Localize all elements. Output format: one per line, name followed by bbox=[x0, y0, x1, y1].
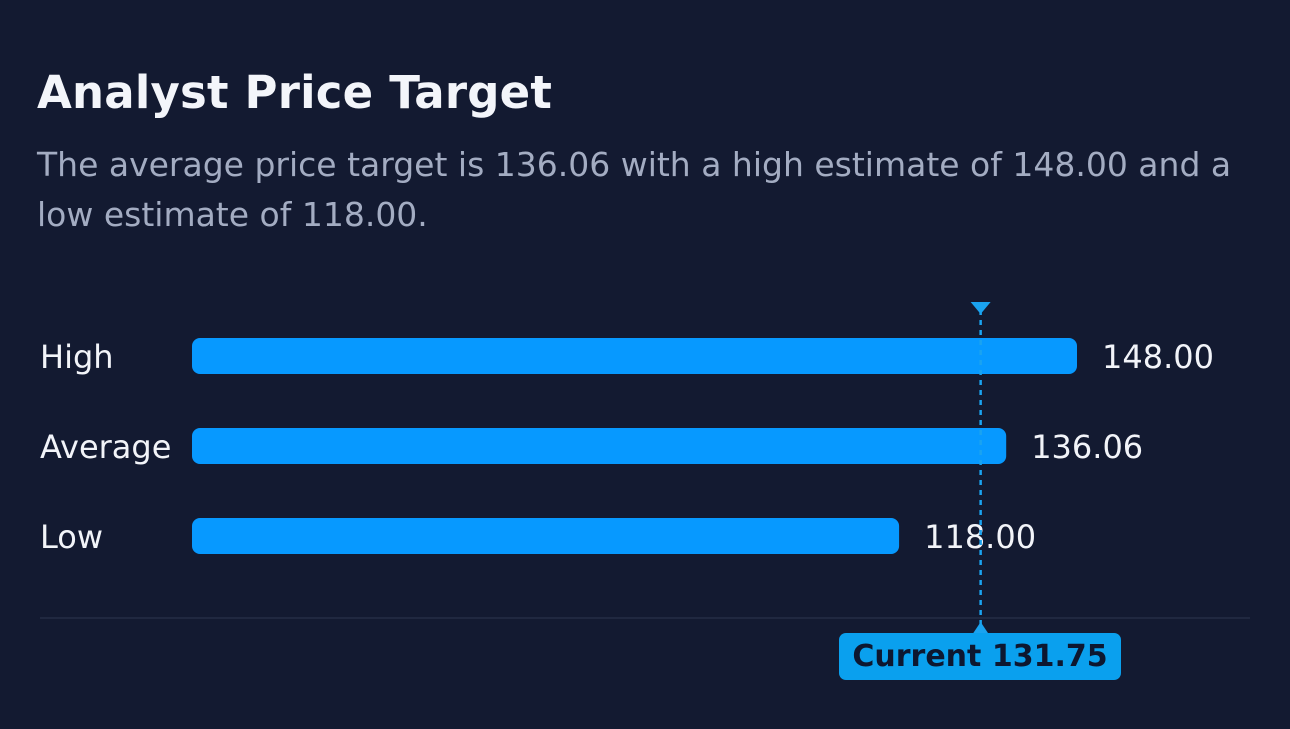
current-price-marker-pointer-icon bbox=[972, 622, 989, 634]
value-label-average: 136.06 bbox=[1031, 428, 1143, 466]
current-price-marker-top-icon bbox=[970, 302, 991, 314]
current-price-badge: Current 131.75 bbox=[839, 633, 1121, 680]
page-title: Analyst Price Target bbox=[37, 66, 553, 119]
bar-low bbox=[192, 518, 900, 554]
row-label-low: Low bbox=[40, 518, 103, 556]
row-label-high: High bbox=[40, 338, 114, 376]
summary-text: The average price target is 136.06 with … bbox=[37, 145, 1232, 234]
row-label-average: Average bbox=[40, 428, 171, 466]
value-label-high: 148.00 bbox=[1102, 338, 1214, 376]
bar-average bbox=[192, 428, 1007, 464]
bar-high bbox=[192, 338, 1077, 374]
